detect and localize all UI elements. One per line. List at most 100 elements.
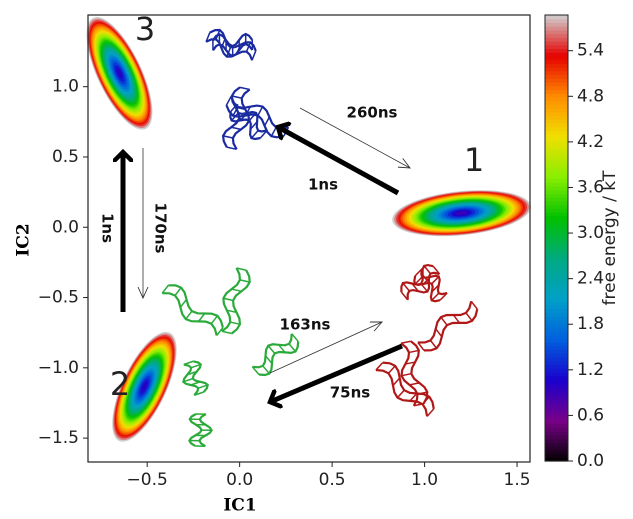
colorbar-cell <box>545 382 568 388</box>
colorbar-cell <box>545 145 568 150</box>
y-tick-label: 1.0 <box>52 77 79 97</box>
colorbar-cell <box>545 41 568 46</box>
rna-rung <box>190 363 201 369</box>
x-axis-label: IC1 <box>223 496 256 516</box>
transition-label: 170ns <box>152 203 170 254</box>
rna-rung <box>465 312 473 322</box>
rna-rung <box>426 408 435 417</box>
rna-rung <box>230 321 241 326</box>
colorbar-cell <box>545 44 568 50</box>
state-label: 3 <box>135 10 155 48</box>
rna-rung <box>226 146 237 151</box>
y-axis-label: IC2 <box>14 223 34 256</box>
colorbar-cell <box>545 70 568 76</box>
colorbar-cell <box>545 319 568 325</box>
colorbar-cell <box>545 356 568 362</box>
colorbar-cell <box>545 163 568 168</box>
colorbar-cell <box>545 59 568 64</box>
colorbar-cell <box>545 74 568 79</box>
colorbar-cell <box>545 442 568 447</box>
colorbar-cell <box>545 152 568 157</box>
colorbar-tick-label: 4.8 <box>577 86 604 106</box>
colorbar-cell <box>545 330 568 336</box>
rna-rung <box>226 309 237 314</box>
rna-structures <box>161 28 479 448</box>
rna-rung <box>231 95 242 99</box>
transition-label: 163ns <box>280 316 331 334</box>
rna-rung <box>413 403 424 407</box>
colorbar-cell <box>545 48 568 53</box>
rna-rung <box>401 372 412 377</box>
rna-rung <box>251 366 260 375</box>
colorbar-cell <box>545 211 568 217</box>
colorbar-cell <box>545 249 568 254</box>
colorbar-cell <box>545 405 568 410</box>
rna-rung <box>239 279 250 283</box>
colorbar-cell <box>545 119 568 124</box>
rna-rung <box>431 276 440 285</box>
rna-strand <box>382 361 435 410</box>
colorbar-tick-label: 2.4 <box>577 269 604 289</box>
rna-rung <box>235 106 246 111</box>
rna-rung <box>251 50 257 61</box>
colorbar-cell <box>545 223 568 228</box>
colorbar-cell <box>545 193 568 198</box>
rna-strand <box>191 360 209 393</box>
colorbar-cell <box>545 252 568 258</box>
colorbar-cell <box>545 189 568 194</box>
rna-rung <box>408 349 419 354</box>
colorbar-cell <box>545 434 568 440</box>
colorbar-cell <box>545 342 568 347</box>
colorbar-cell <box>545 200 568 206</box>
colorbar-cell <box>545 401 568 406</box>
rna-rung <box>429 339 438 349</box>
colorbar-cell <box>545 256 568 261</box>
rna-strand <box>188 413 203 447</box>
colorbar-tick-label: 5.4 <box>577 41 604 61</box>
rna-rung <box>400 340 411 344</box>
colorbar-cell <box>545 282 568 287</box>
rna-rung <box>245 41 252 52</box>
colorbar-cell <box>545 379 568 384</box>
colorbar-cell <box>545 312 568 317</box>
rna-rung <box>257 106 264 116</box>
rna-rung <box>435 328 443 338</box>
arrow <box>269 321 383 374</box>
rna-rung <box>250 130 259 139</box>
rna-rung <box>231 288 242 293</box>
rna-rung <box>236 267 247 271</box>
y-tick-label: −1.5 <box>38 428 79 448</box>
rna-rung <box>225 96 232 106</box>
colorbar-cell <box>545 271 568 276</box>
colorbar-cell <box>545 238 568 243</box>
colorbar-cell <box>545 304 568 310</box>
colorbar-cell <box>545 438 568 444</box>
colorbar-cell <box>545 338 568 343</box>
colorbar-label: free energy / kT <box>600 170 620 306</box>
colorbar-cell <box>545 345 568 351</box>
plot-frame <box>87 14 531 463</box>
colorbar-cell <box>545 197 568 202</box>
colorbar-cell <box>545 15 568 20</box>
colorbar-cell <box>545 167 568 172</box>
colorbar-cell <box>545 63 568 68</box>
rna-strand <box>252 333 293 369</box>
colorbar-cell <box>545 420 568 425</box>
colorbar-tick-label: 3.0 <box>577 223 604 243</box>
colorbar-cell <box>545 226 568 232</box>
colorbar-cell <box>545 368 568 373</box>
rna-strand <box>221 267 242 333</box>
rna-strand <box>406 271 440 300</box>
colorbar-cell <box>545 386 568 391</box>
rna-strand <box>205 38 254 61</box>
rna-rung <box>183 377 194 383</box>
rna-rung <box>431 292 440 301</box>
colorbar-cell <box>545 364 568 369</box>
rna-strand <box>231 88 251 150</box>
colorbar-frame <box>544 14 569 462</box>
y-tick-label: 0.5 <box>52 147 79 167</box>
rna-rung <box>288 343 297 353</box>
colorbar-cell <box>545 275 568 280</box>
transition-label: 260ns <box>347 104 398 122</box>
transition-label: 1ns <box>99 213 117 243</box>
